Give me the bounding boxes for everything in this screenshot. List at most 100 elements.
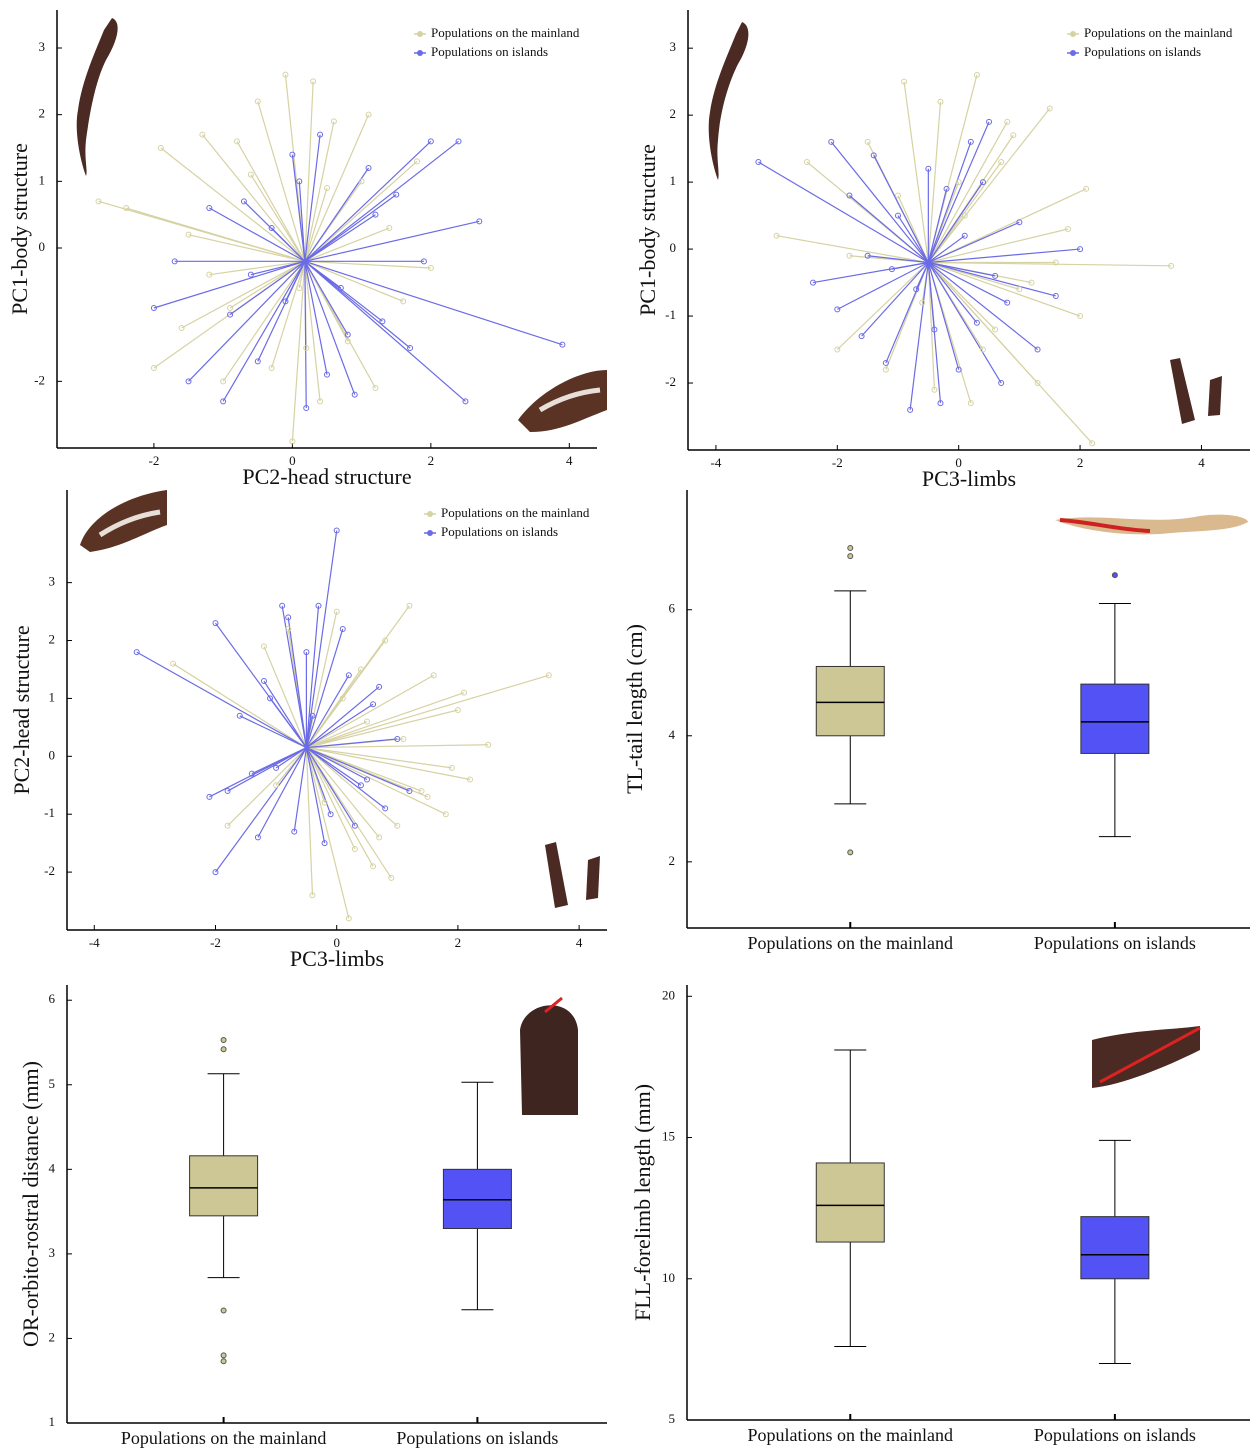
box xyxy=(816,1163,884,1242)
spoke xyxy=(306,531,336,748)
y-tick-label: 6 xyxy=(49,991,56,1006)
x-tick-label: 4 xyxy=(1198,455,1205,470)
x-tick-label: -2 xyxy=(210,935,221,950)
y-tick-label: 15 xyxy=(662,1129,675,1144)
center-point xyxy=(303,259,307,263)
x-tick-label: Populations on islands xyxy=(1034,933,1196,953)
box xyxy=(190,1156,258,1216)
y-tick-label: 1 xyxy=(49,1414,56,1429)
legend-label: Populations on islands xyxy=(431,44,548,59)
x-tick-label: Populations on islands xyxy=(396,1428,558,1448)
y-tick-label: -2 xyxy=(34,372,45,387)
spoke xyxy=(928,262,1037,349)
legend-label: Populations on the mainland xyxy=(1084,25,1233,40)
y-tick-label: 10 xyxy=(662,1270,675,1285)
x-tick-label: Populations on islands xyxy=(1034,1425,1196,1445)
legend-dot xyxy=(427,511,433,517)
legend-dot xyxy=(427,530,433,536)
y-tick-label: 5 xyxy=(669,1411,676,1426)
y-tick-label: 3 xyxy=(670,39,677,54)
x-tick-label: 4 xyxy=(566,453,573,468)
spoke xyxy=(898,216,928,263)
x-tick-label: 2 xyxy=(1077,455,1084,470)
x-tick-label: -4 xyxy=(89,935,100,950)
spoke xyxy=(223,261,305,381)
outlier xyxy=(221,1359,226,1364)
y-axis-title: OR-orbito-rostral distance (mm) xyxy=(18,1061,43,1347)
legend-dot xyxy=(417,50,423,56)
spoke xyxy=(209,208,305,261)
spoke xyxy=(272,261,305,368)
spoke xyxy=(228,748,307,826)
center-point xyxy=(304,746,308,750)
spoke xyxy=(306,704,373,747)
y-tick-label: 2 xyxy=(670,106,677,121)
spoke xyxy=(305,141,431,261)
y-axis-title: PC1-body structure xyxy=(635,144,660,316)
legend-dot xyxy=(417,31,423,37)
spoke xyxy=(306,748,409,791)
y-axis-title: PC2-head structure xyxy=(9,625,34,794)
spoke xyxy=(282,606,306,748)
outlier xyxy=(848,554,853,559)
spoke xyxy=(230,261,305,314)
x-axis-title: PC3-limbs xyxy=(290,946,384,971)
spoke xyxy=(276,748,306,768)
x-tick-label: -2 xyxy=(832,455,843,470)
spoke xyxy=(288,617,306,747)
y-tick-label: 0 xyxy=(670,240,677,255)
spoke xyxy=(173,664,306,748)
y-tick-label: 3 xyxy=(49,1245,56,1260)
y-tick-label: 2 xyxy=(39,106,46,121)
box xyxy=(1081,684,1149,753)
box xyxy=(1081,1217,1149,1279)
spoke xyxy=(202,135,304,262)
legend-dot xyxy=(1070,31,1076,37)
spoke xyxy=(928,142,970,263)
spoke xyxy=(305,261,466,401)
x-axis-title: PC3-limbs xyxy=(922,466,1016,491)
outlier xyxy=(221,1037,226,1042)
y-axis-title: TL-tail length (cm) xyxy=(622,624,647,794)
spoke xyxy=(928,122,1007,263)
x-tick-label: 2 xyxy=(428,453,435,468)
spoke xyxy=(292,261,304,441)
spoke xyxy=(215,748,306,872)
outlier xyxy=(221,1353,226,1358)
legend-label: Populations on islands xyxy=(1084,44,1201,59)
spoke xyxy=(209,748,306,797)
spoke xyxy=(928,262,1080,316)
spoke xyxy=(862,262,929,336)
y-tick-label: 5 xyxy=(49,1076,56,1091)
outlier xyxy=(848,545,853,550)
y-tick-label: 4 xyxy=(669,727,676,742)
x-tick-label: -4 xyxy=(710,455,721,470)
spoke xyxy=(305,261,306,408)
spoke xyxy=(305,261,403,301)
figure: PC1-body structure -2 0 1 2 3 -2 0 2 4 PC2-head st… xyxy=(0,0,1251,1450)
snout-photo xyxy=(520,998,578,1115)
x-tick-label: 2 xyxy=(455,935,462,950)
x-axis-title: PC2-head structure xyxy=(242,464,411,489)
spoke xyxy=(306,693,464,748)
y-tick-label: 2 xyxy=(49,1329,56,1344)
y-tick-label: -1 xyxy=(44,805,55,820)
outlier xyxy=(221,1308,226,1313)
y-tick-label: 2 xyxy=(669,853,676,868)
x-tick-label: Populations on the mainland xyxy=(748,1425,953,1445)
y-tick-label: 6 xyxy=(669,601,676,616)
spoke xyxy=(928,262,1055,295)
outlier xyxy=(221,1047,226,1052)
y-tick-label: 4 xyxy=(49,1160,56,1175)
y-tick-label: 3 xyxy=(49,574,56,589)
y-tick-label: -1 xyxy=(665,307,676,322)
y-tick-label: 1 xyxy=(39,172,46,187)
y-tick-label: 2 xyxy=(49,632,56,647)
spoke xyxy=(831,142,928,263)
y-tick-label: 0 xyxy=(49,747,56,762)
x-tick-label: Populations on the mainland xyxy=(748,933,953,953)
legend-label: Populations on the mainland xyxy=(441,505,590,520)
box xyxy=(816,666,884,735)
outlier xyxy=(848,850,853,855)
y-axis-title: PC1-body structure xyxy=(7,143,32,315)
